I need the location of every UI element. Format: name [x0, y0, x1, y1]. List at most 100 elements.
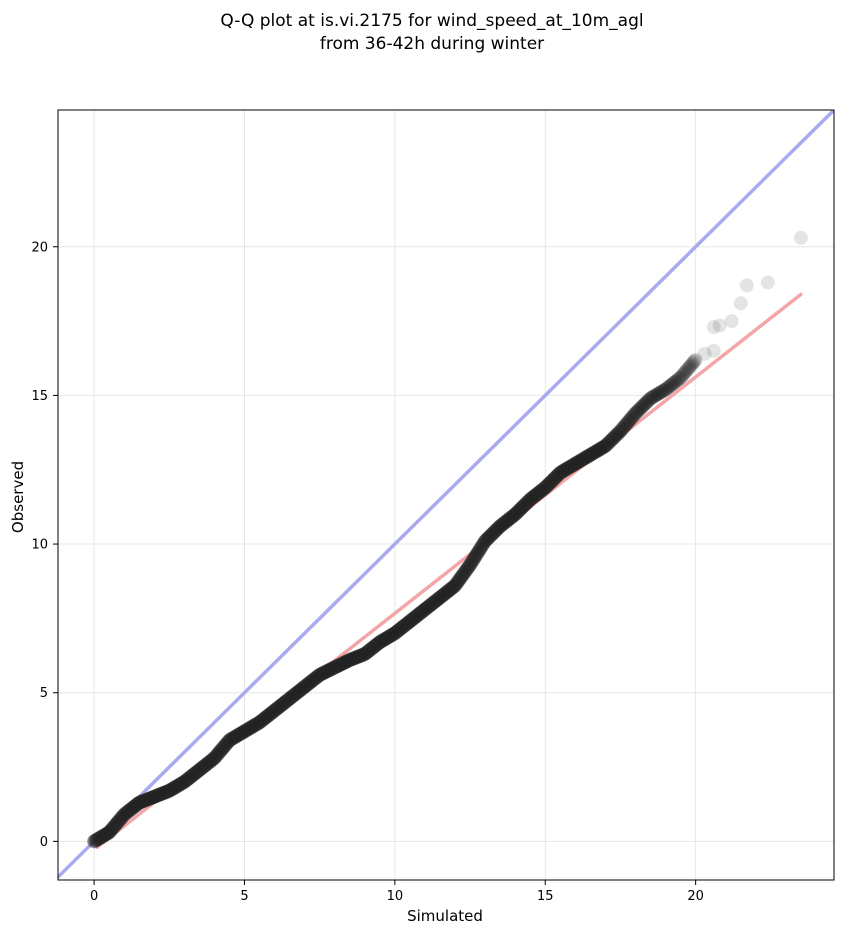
- reference-lines: [58, 110, 834, 879]
- data-point: [239, 723, 254, 738]
- data-point: [466, 552, 481, 567]
- data-point: [196, 759, 211, 774]
- data-point: [287, 687, 302, 702]
- data-point: [686, 355, 701, 370]
- data-point: [668, 374, 683, 389]
- data-point: [446, 579, 461, 594]
- data-point: [580, 449, 595, 464]
- data-point: [319, 664, 334, 679]
- data-point: [136, 794, 151, 809]
- data-point: [95, 829, 110, 844]
- data-point: [354, 648, 369, 663]
- data-point: [256, 712, 271, 727]
- data-point: [600, 436, 615, 451]
- data-point: [569, 456, 584, 471]
- data-point: [133, 795, 148, 810]
- data-point: [359, 645, 374, 660]
- data-point: [583, 447, 598, 462]
- data-point: [666, 376, 681, 391]
- data-point: [248, 717, 263, 732]
- data-point: [182, 770, 197, 785]
- data-point: [289, 686, 304, 701]
- data-point: [656, 383, 671, 398]
- data-point: [206, 751, 221, 766]
- data-point: [443, 582, 458, 597]
- data-point: [608, 429, 623, 444]
- data-point: [498, 514, 513, 529]
- data-point: [437, 587, 452, 602]
- data-point: [486, 525, 501, 540]
- data-point: [332, 658, 347, 673]
- data-point: [567, 457, 582, 472]
- data-point: [513, 502, 528, 517]
- data-point: [739, 278, 754, 293]
- data-point: [128, 798, 143, 813]
- data-point: [647, 388, 662, 403]
- data-point: [306, 672, 321, 687]
- data-point: [659, 381, 674, 396]
- data-point: [315, 666, 330, 681]
- data-point: [421, 599, 436, 614]
- data-point: [215, 740, 230, 755]
- data-point: [509, 506, 524, 521]
- data-point: [94, 829, 109, 844]
- plot-frame: [57, 109, 835, 881]
- data-point: [399, 616, 414, 631]
- data-point: [586, 445, 601, 460]
- data-point: [258, 710, 273, 725]
- data-point: [320, 664, 335, 679]
- data-point: [658, 382, 673, 397]
- data-point: [523, 492, 538, 507]
- data-point: [353, 648, 368, 663]
- data-point: [305, 673, 320, 688]
- data-point: [697, 346, 712, 361]
- data-point: [371, 636, 386, 651]
- data-point: [680, 362, 695, 377]
- data-point: [706, 320, 721, 335]
- data-point: [126, 799, 141, 814]
- identity-line: [58, 110, 834, 879]
- data-point: [356, 647, 371, 662]
- data-point: [189, 765, 204, 780]
- data-point: [231, 728, 246, 743]
- data-point: [424, 597, 439, 612]
- data-point: [562, 459, 577, 474]
- data-point: [308, 671, 323, 686]
- data-point: [203, 754, 218, 769]
- data-point: [640, 394, 655, 409]
- data-point: [575, 452, 590, 467]
- data-point: [121, 804, 136, 819]
- chart-title-line-2: from 36-42h during winter: [320, 34, 544, 54]
- data-point: [423, 598, 438, 613]
- data-point: [396, 619, 411, 634]
- data-point: [401, 615, 416, 630]
- data-point: [460, 560, 475, 575]
- data-point: [241, 721, 256, 736]
- data-point: [588, 444, 603, 459]
- data-point: [171, 778, 186, 793]
- data-point: [631, 403, 646, 418]
- data-point: [630, 404, 645, 419]
- data-point: [184, 768, 199, 783]
- data-point: [398, 617, 413, 632]
- data-point: [208, 749, 223, 764]
- data-point: [537, 481, 552, 496]
- data-point: [115, 810, 130, 825]
- data-point: [193, 762, 208, 777]
- data-point: [167, 780, 182, 795]
- data-point: [170, 778, 185, 793]
- data-point: [183, 769, 198, 784]
- data-point: [483, 528, 498, 543]
- data-point: [611, 426, 626, 441]
- data-point: [535, 483, 550, 498]
- data-point: [620, 415, 635, 430]
- data-point: [408, 610, 423, 625]
- data-point: [541, 477, 556, 492]
- data-point: [178, 774, 193, 789]
- data-point: [179, 773, 194, 788]
- data-point: [517, 497, 532, 512]
- data-point: [318, 665, 333, 680]
- data-point: [374, 633, 389, 648]
- data-point: [278, 695, 293, 710]
- data-point: [599, 437, 614, 452]
